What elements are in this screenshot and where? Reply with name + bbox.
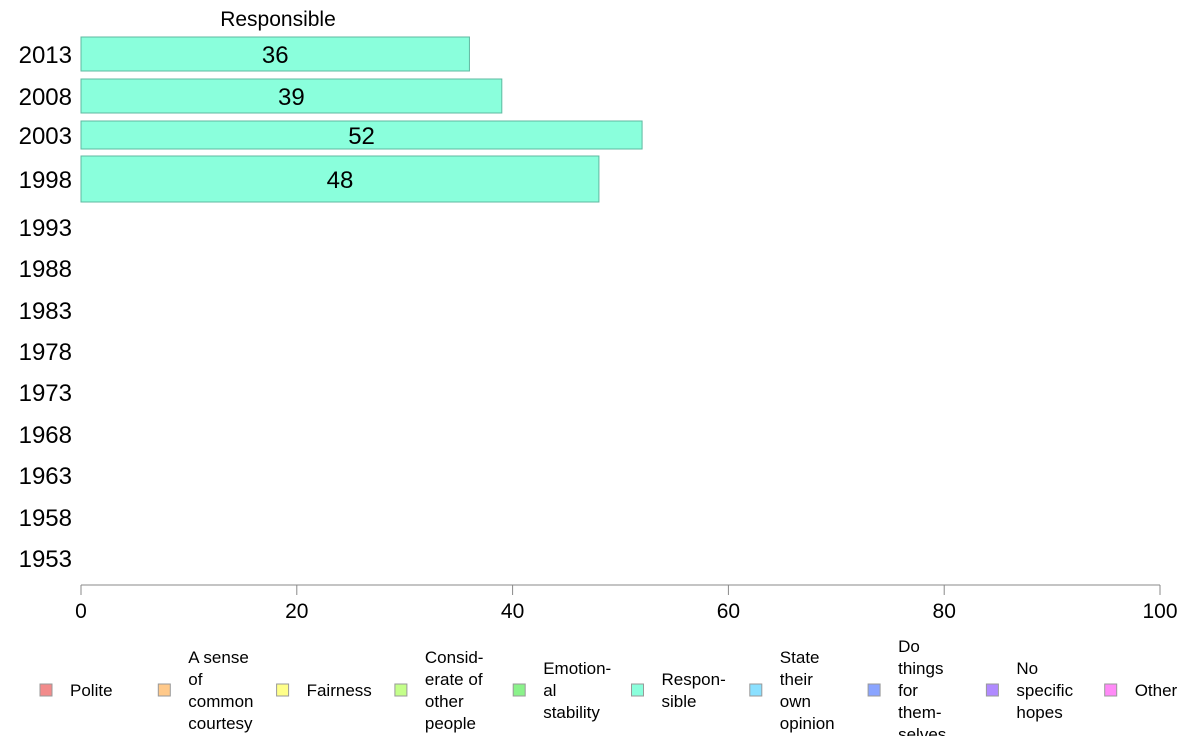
legend-label-line: courtesy — [188, 714, 253, 733]
legend-label-line: Polite — [70, 681, 113, 700]
legend-label: Do things for them-selves — [898, 637, 946, 736]
legend-label: State their own opinion — [780, 648, 835, 733]
year-label: 1958 — [19, 505, 72, 532]
legend-label-line: specific — [1016, 681, 1073, 700]
year-label: 1963 — [19, 463, 72, 490]
legend-label-line: other — [425, 692, 464, 711]
year-label: 1998 — [19, 167, 72, 194]
legend-label: No specific hopes — [1016, 659, 1073, 722]
legend-swatch — [39, 683, 53, 697]
legend-label: Respon-sible — [662, 670, 726, 711]
legend-label-line: common — [188, 692, 253, 711]
legend-label: Other — [1135, 681, 1178, 700]
legend-swatch — [394, 683, 408, 697]
legend-label-line: Other — [1135, 681, 1178, 700]
legend-label-line: of — [188, 670, 202, 689]
legend-label-line: al — [543, 681, 556, 700]
legend-label-line: them- — [898, 703, 941, 722]
legend-label-line: stability — [543, 703, 600, 722]
legend-label-line: their — [780, 670, 813, 689]
legend-swatch — [512, 683, 526, 697]
legend-label-line: Do — [898, 637, 920, 656]
year-label: 1993 — [19, 215, 72, 242]
legend-label-line: for — [898, 681, 918, 700]
year-label: 1968 — [19, 422, 72, 449]
year-label: 1953 — [19, 546, 72, 573]
year-label: 1983 — [19, 298, 72, 325]
legend-label-line: opinion — [780, 714, 835, 733]
legend-label: Emotion-al stability — [543, 659, 611, 722]
legend-label-line: hopes — [1016, 703, 1062, 722]
legend-label-line: A sense — [188, 648, 249, 667]
legend-swatch — [157, 683, 171, 697]
x-tick-label: 80 — [933, 600, 956, 623]
year-label: 2013 — [19, 42, 72, 69]
x-tick-label: 0 — [75, 600, 87, 623]
legend-swatch — [985, 683, 999, 697]
legend-label: Consid-erate of other people — [425, 648, 484, 733]
legend-label-line: erate of — [425, 670, 483, 689]
x-axis: 0 20 40 60 80 100 — [75, 584, 1178, 623]
bar-2008 — [80, 78, 503, 114]
bar-value-label: 39 — [278, 84, 305, 111]
legend-label-line: selves — [898, 725, 946, 736]
year-label: 1988 — [19, 256, 72, 283]
legend-label: Fairness — [307, 681, 372, 700]
bar-2013 — [80, 36, 470, 72]
legend-swatch — [631, 683, 644, 697]
bar-2003 — [80, 120, 643, 150]
legend-label-line: people — [425, 714, 476, 733]
bars-group: 36 39 52 48 — [80, 36, 643, 203]
legend-swatch — [276, 683, 290, 697]
legend-label-line: own — [780, 692, 811, 711]
legend: Polite A sense of common courtesy Fairness Con… — [39, 637, 1178, 736]
legend-label-line: State — [780, 648, 820, 667]
legend-label-line: Fairness — [307, 681, 372, 700]
legend-label-line: sible — [662, 692, 697, 711]
year-label: 1973 — [19, 380, 72, 407]
year-label: 2003 — [19, 123, 72, 150]
x-tick-label: 40 — [501, 600, 524, 623]
legend-label: Polite — [70, 681, 113, 700]
legend-swatch — [1104, 683, 1118, 697]
x-tick-label: 20 — [285, 600, 308, 623]
legend-label-line: No — [1016, 659, 1038, 678]
x-tick-label: 100 — [1142, 600, 1177, 623]
bar-1998 — [80, 155, 600, 203]
bar-value-label: 36 — [262, 42, 289, 69]
legend-swatch — [749, 683, 763, 697]
x-tick-label: 60 — [717, 600, 740, 623]
legend-label-line: Emotion- — [543, 659, 611, 678]
series-title: Responsible — [220, 8, 336, 31]
year-labels-group: 2013 2008 2003 1998 1993 1988 1983 1978 1973 1968… — [19, 42, 72, 573]
legend-swatch — [867, 683, 881, 697]
legend-label-line: Respon- — [662, 670, 726, 689]
legend-label: A sense of common courtesy — [188, 648, 253, 733]
year-label: 1978 — [19, 339, 72, 366]
bar-value-label: 52 — [348, 123, 375, 150]
bar-value-label: 48 — [327, 167, 354, 194]
legend-label-line: Consid- — [425, 648, 484, 667]
legend-label-line: things — [898, 659, 943, 678]
year-label: 2008 — [19, 84, 72, 111]
